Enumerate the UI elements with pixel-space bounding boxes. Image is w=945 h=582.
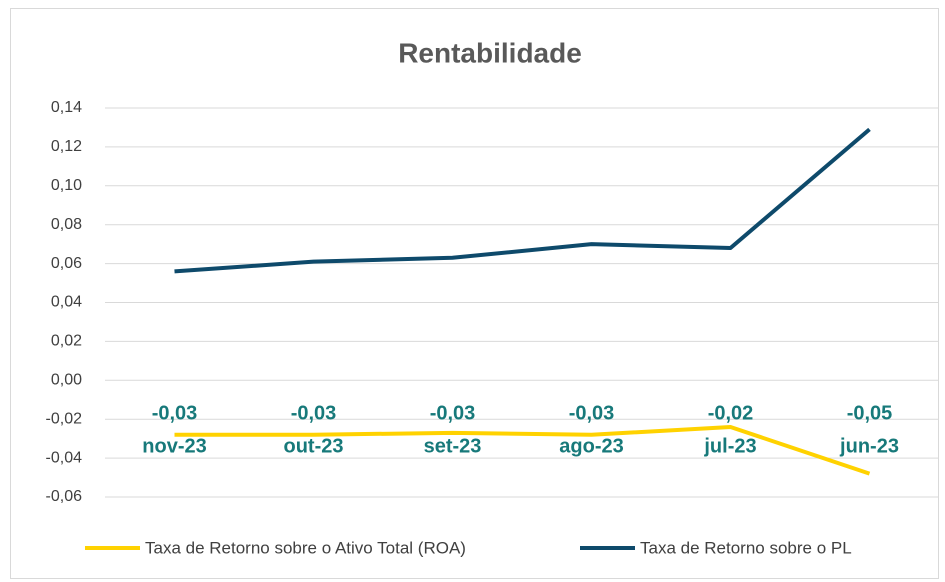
- data-label: -0,02: [708, 402, 754, 424]
- y-tick-label: -0,04: [46, 449, 83, 466]
- data-label: -0,03: [569, 402, 615, 424]
- x-tick-label: set-23: [424, 435, 482, 457]
- y-tick-label: 0,14: [51, 99, 82, 116]
- x-tick-label: nov-23: [142, 435, 206, 457]
- y-tick-label: -0,02: [46, 410, 83, 427]
- y-tick-label: 0,06: [51, 255, 82, 272]
- y-tick-label: 0,12: [51, 138, 82, 155]
- legend-label: Taxa de Retorno sobre o PL: [640, 538, 852, 557]
- x-tick-label: out-23: [284, 435, 344, 457]
- data-label: -0,03: [152, 402, 198, 424]
- chart-title: Rentabilidade: [398, 37, 582, 68]
- data-label: -0,03: [430, 402, 476, 424]
- y-tick-label: 0,00: [51, 372, 82, 389]
- x-tick-label: ago-23: [559, 435, 623, 457]
- y-tick-label: -0,06: [46, 488, 83, 505]
- y-tick-label: 0,02: [51, 333, 82, 350]
- series-line: [174, 127, 871, 274]
- series-line: [174, 424, 871, 476]
- x-tick-label: jul-23: [703, 435, 756, 457]
- data-label: -0,03: [291, 402, 337, 424]
- legend-label: Taxa de Retorno sobre o Ativo Total (ROA…: [145, 538, 466, 557]
- data-label: -0,05: [847, 402, 893, 424]
- y-tick-label: 0,08: [51, 216, 82, 233]
- y-tick-label: 0,04: [51, 294, 82, 311]
- x-tick-label: jun-23: [839, 435, 899, 457]
- chart-frame: [10, 8, 939, 579]
- y-tick-label: 0,10: [51, 177, 82, 194]
